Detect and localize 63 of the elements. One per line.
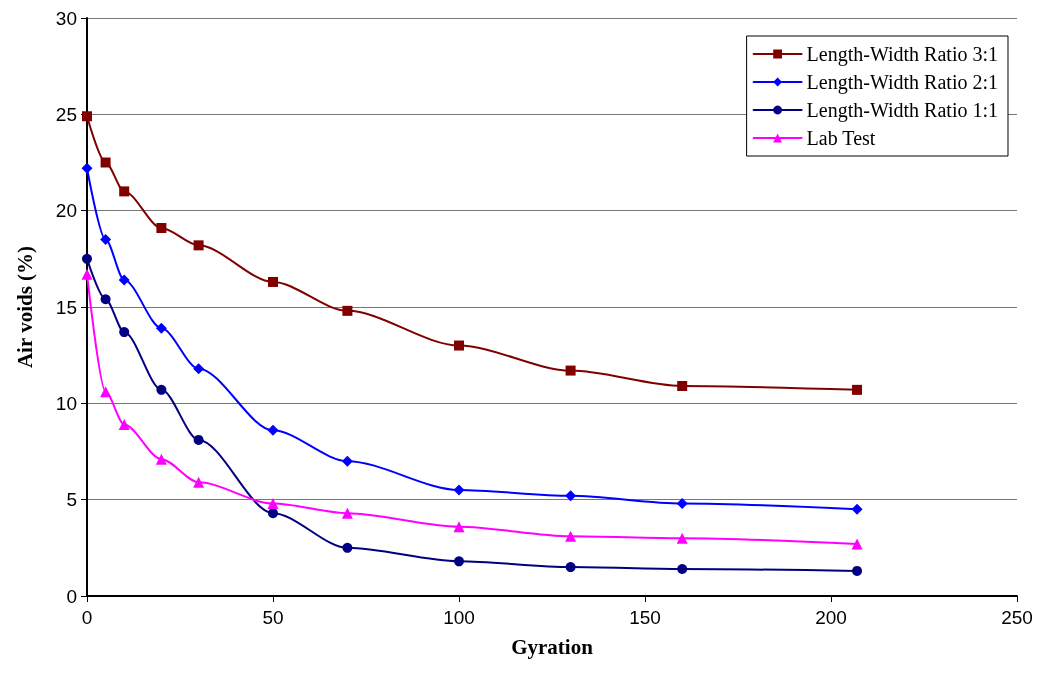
point [118,274,130,286]
point [677,564,688,575]
point [267,498,279,510]
point [268,276,278,287]
point [565,365,576,376]
point [565,562,576,573]
point [454,340,464,351]
x-tick-label: 250 [1001,607,1033,628]
point [82,111,92,122]
point [119,327,130,338]
point [676,532,688,544]
point [268,508,278,519]
legend-label: Lab Test [806,127,876,149]
x-tick-label: 200 [815,607,847,628]
point [193,363,205,375]
point [341,455,353,467]
point [676,498,688,510]
point [156,384,167,395]
y-tick-label: 5 [66,489,77,511]
point [81,162,93,174]
y-tick-label: 30 [55,7,77,29]
point [100,234,112,246]
point [453,484,465,496]
x-tick-label: 0 [81,607,93,628]
point [100,294,111,305]
y-axis-title: Air voids (%) [12,245,37,369]
point [118,419,130,431]
point [193,240,204,251]
legend-label: Length-Width Ratio 2:1 [806,71,998,94]
point [851,503,863,515]
y-tick-label: 15 [55,296,77,318]
point [565,490,577,502]
point [565,530,577,542]
y-tick-label: 10 [55,392,77,414]
point [82,253,92,264]
point [193,434,204,445]
legend-label: Length-Width Ratio 3:1 [806,43,998,66]
point [454,556,464,567]
point [851,538,863,550]
point [119,186,130,197]
point [81,268,93,280]
point [852,565,863,576]
y-tick-label: 25 [55,103,77,125]
x-tick-label: 150 [629,607,661,628]
x-tick-label: 100 [443,607,475,628]
y-tick-label: 0 [66,585,77,607]
point [341,507,353,519]
point [267,424,279,436]
point [453,521,465,533]
point [155,322,167,334]
point [100,157,111,168]
point [677,380,688,391]
x-tick-label: 50 [262,607,284,628]
point [156,223,167,234]
y-tick-label: 20 [55,200,77,222]
x-axis-title: Gyration [511,634,594,659]
point [155,453,167,465]
point [100,386,112,398]
point [342,542,353,553]
point [193,476,205,488]
point [342,305,353,316]
legend-label: Length-Width Ratio 1:1 [806,99,998,122]
point [852,384,863,395]
